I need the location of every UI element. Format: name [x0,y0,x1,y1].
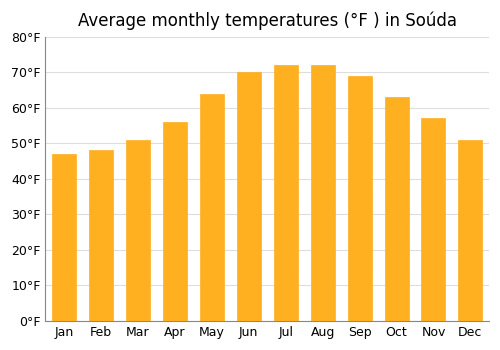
Bar [310,65,334,321]
Bar [236,72,260,321]
Bar [163,122,187,321]
Bar [52,154,76,321]
Bar [89,150,113,321]
Bar [422,118,446,321]
Bar [200,93,224,321]
Bar [384,97,408,321]
Bar [348,76,372,321]
Title: Average monthly temperatures (°F ) in Soúda: Average monthly temperatures (°F ) in So… [78,11,456,30]
Bar [458,140,482,321]
Bar [274,65,297,321]
Bar [126,140,150,321]
